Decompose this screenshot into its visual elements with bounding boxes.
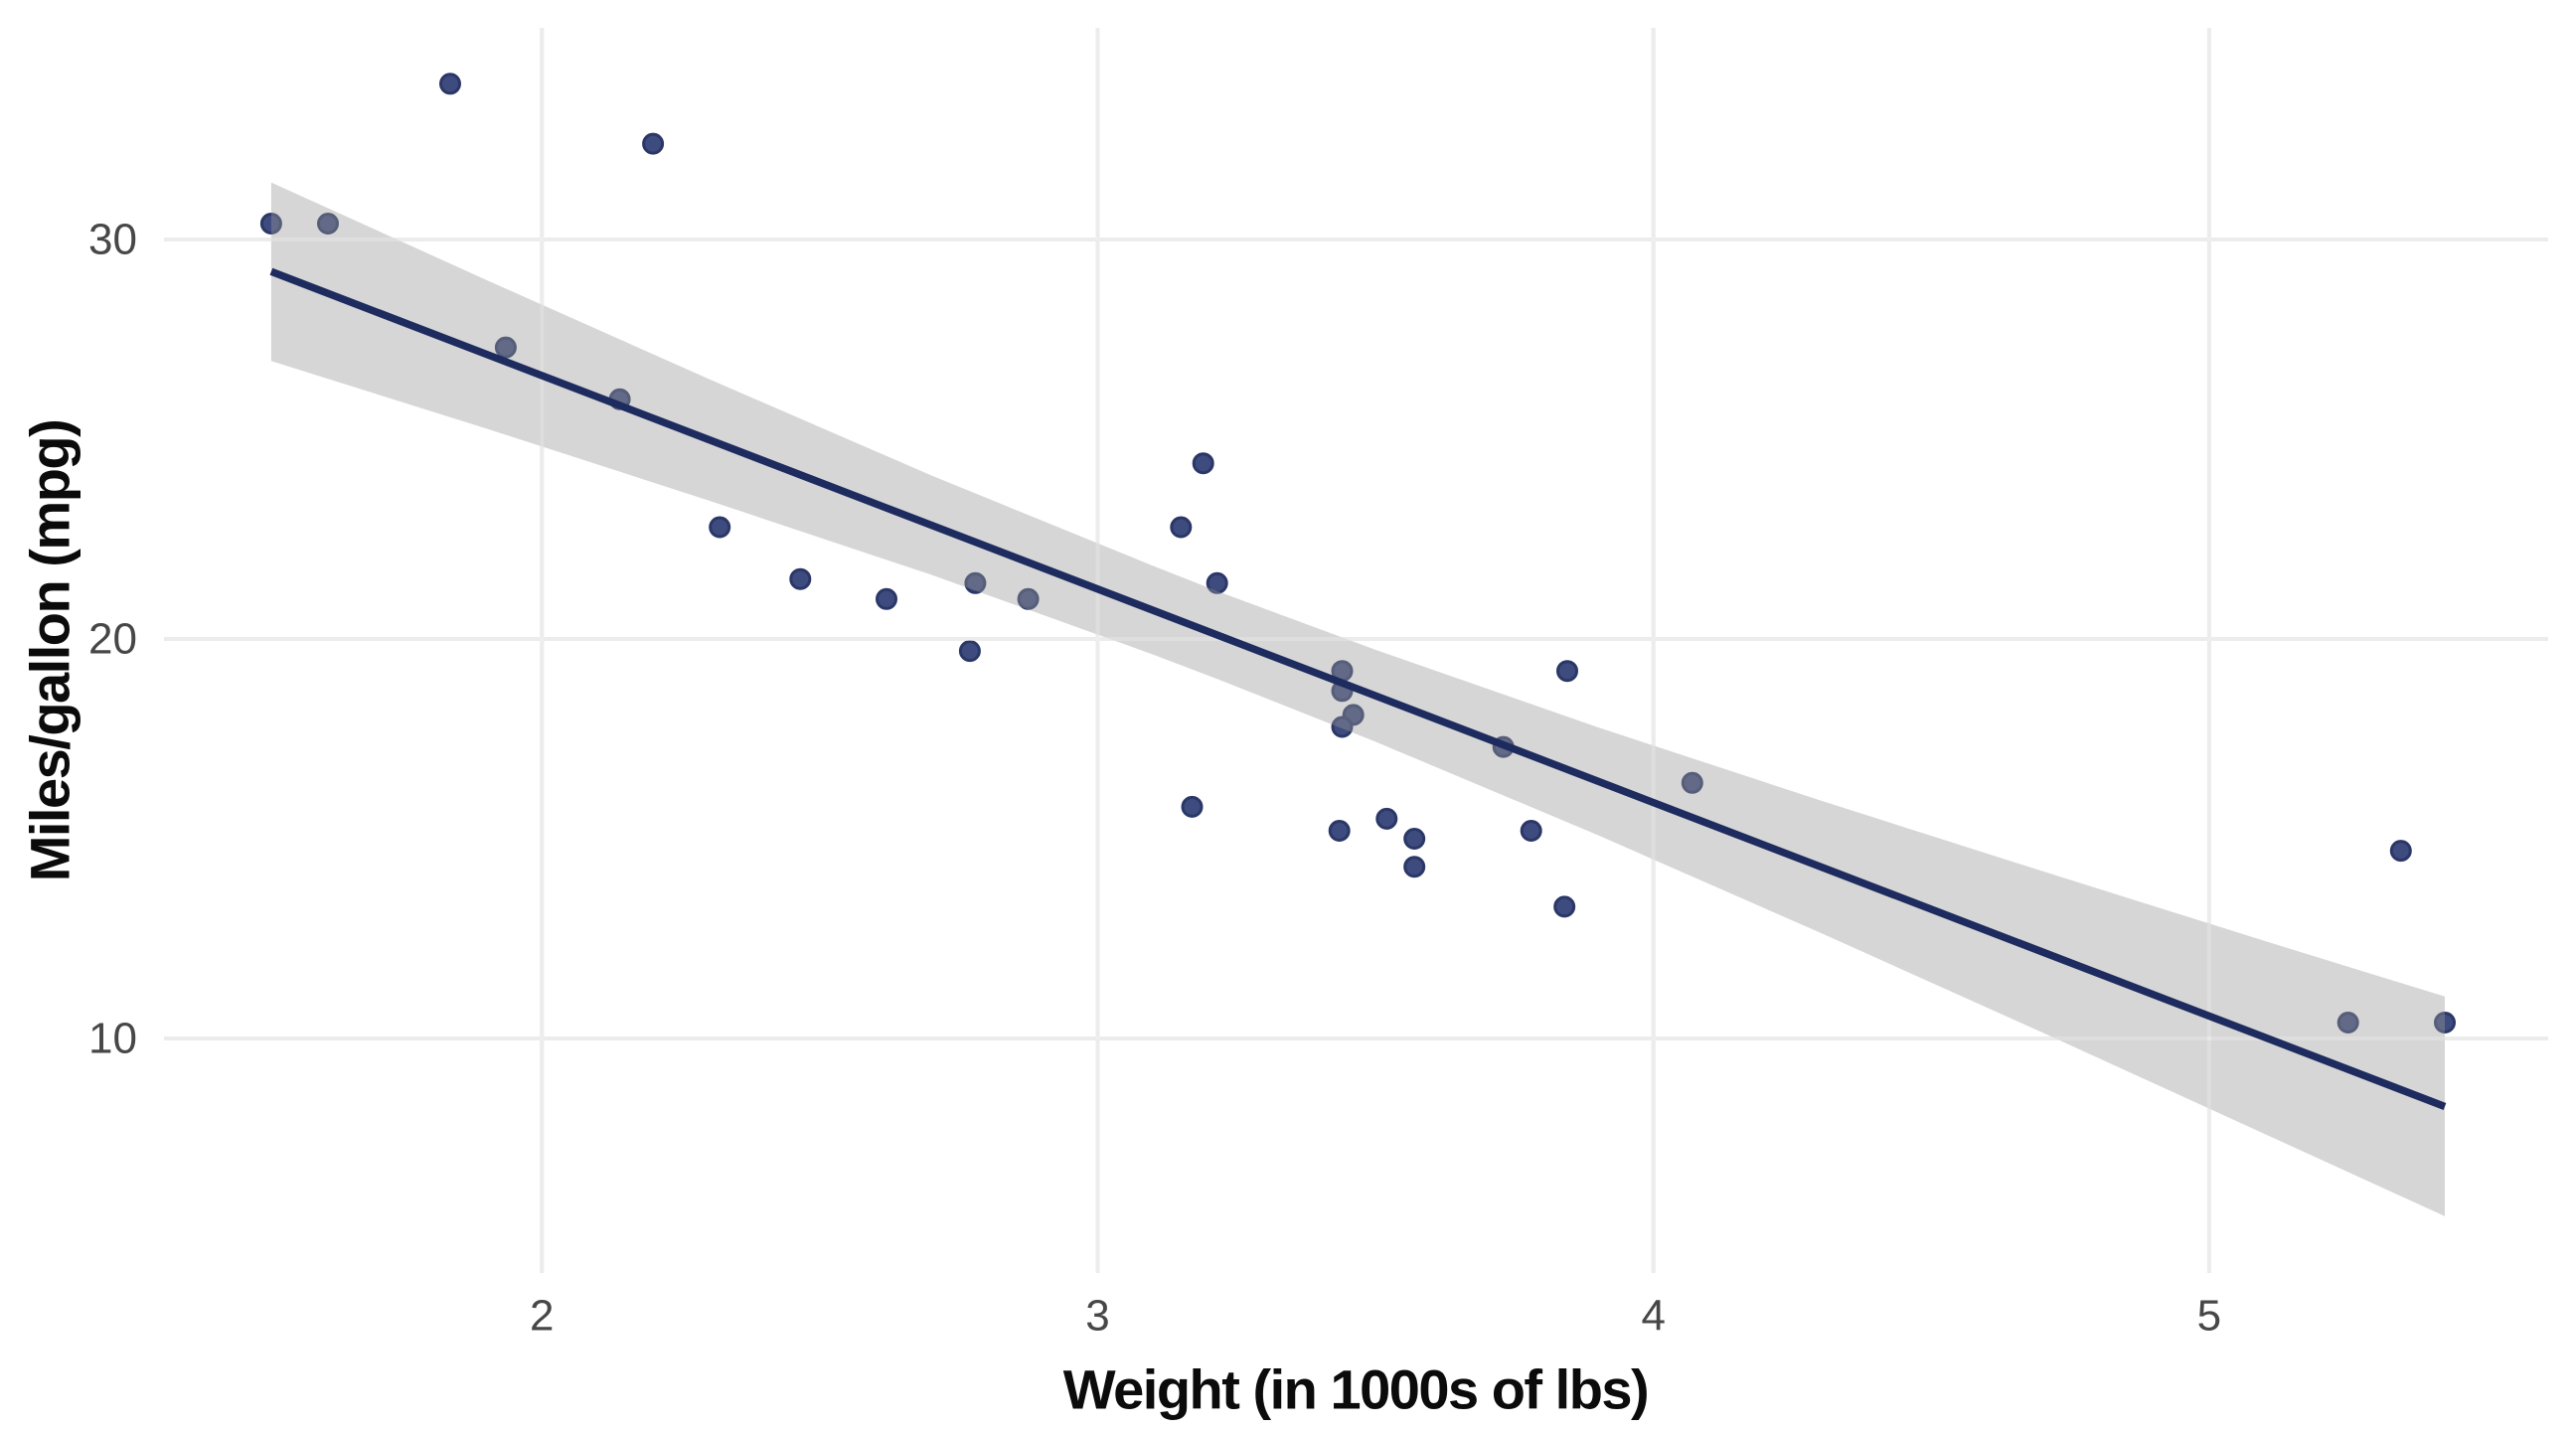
confidence-band-ribbon (270, 182, 2446, 1216)
data-point (1375, 807, 1398, 830)
data-point (317, 213, 339, 235)
data-point (2434, 1012, 2456, 1034)
x-tick-label-2: 2 (530, 1292, 554, 1341)
confidence-band (270, 182, 2446, 1216)
regression-line (269, 267, 2447, 1111)
data-point (2336, 1012, 2359, 1034)
data-point (1403, 856, 1426, 878)
data-point (789, 567, 812, 590)
data-point (1181, 795, 1204, 818)
data-point (259, 213, 282, 235)
data-point (642, 132, 665, 155)
data-point (1520, 820, 1542, 842)
x-tick-label-4: 4 (1641, 1292, 1665, 1341)
data-point (1170, 516, 1193, 539)
data-point (709, 516, 731, 539)
data-point (1206, 571, 1228, 594)
regression-line-group (269, 267, 2447, 1111)
y-axis-title: Miles/gallon (mpg) (19, 420, 81, 882)
data-point (964, 571, 987, 594)
data-point (2389, 840, 2412, 863)
data-point (1331, 716, 1354, 738)
x-axis-title: Weight (in 1000s of lbs) (1063, 1358, 1648, 1421)
y-tick-label-20: 20 (88, 615, 137, 664)
data-point (1681, 771, 1703, 794)
data-point (1017, 587, 1040, 610)
data-point (494, 336, 517, 359)
data-point (439, 73, 461, 95)
y-tick-label-10: 10 (88, 1015, 137, 1063)
x-tick-label-5: 5 (2197, 1292, 2221, 1341)
data-point (958, 640, 981, 663)
data-point (1328, 820, 1351, 842)
data-point (1556, 660, 1578, 683)
x-tick-label-3: 3 (1085, 1292, 1109, 1341)
data-point (1192, 452, 1214, 475)
data-point (1553, 895, 1576, 918)
gridlines-overlay (164, 28, 2548, 1273)
data-point (1403, 828, 1426, 850)
data-point (876, 587, 897, 610)
scatter-points (259, 73, 2456, 1034)
tick-labels: 10 20 30 2 3 4 5 (88, 216, 2221, 1341)
y-tick-label-30: 30 (88, 216, 137, 264)
